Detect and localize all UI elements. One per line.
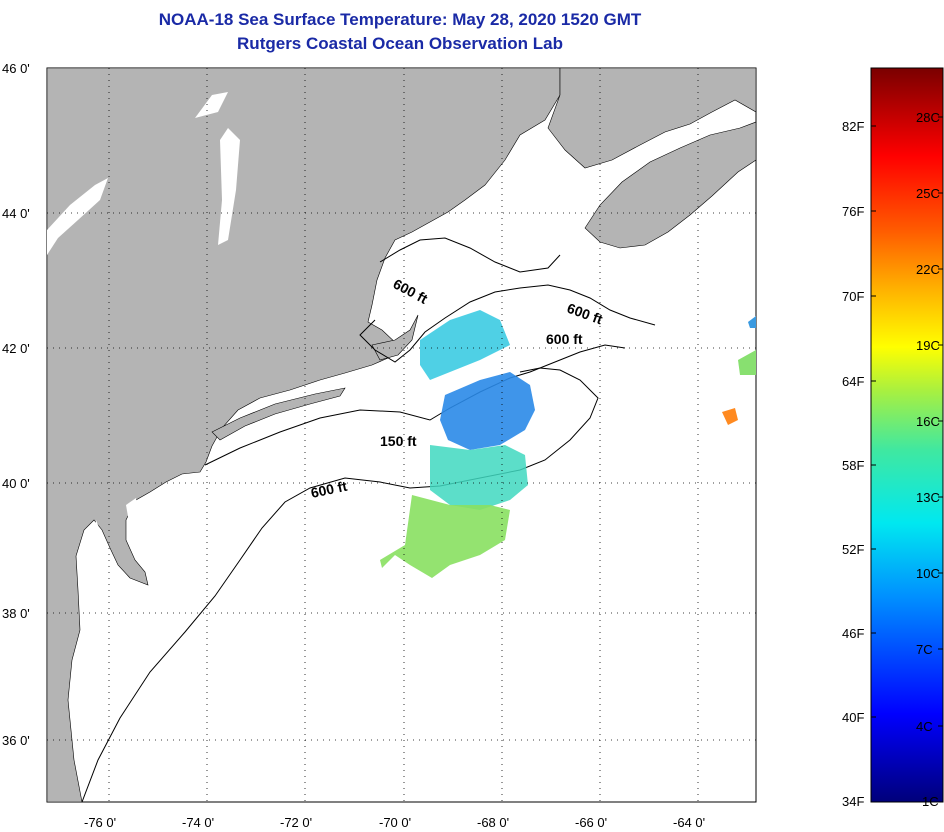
colorbar-f-34: 34F — [842, 794, 864, 809]
colorbar-f-58: 58F — [842, 458, 864, 473]
colorbar-c-28: 28C — [916, 110, 940, 125]
colorbar-ticks — [871, 116, 943, 727]
colorbar-f-82: 82F — [842, 119, 864, 134]
colorbar-f-46: 46F — [842, 626, 864, 641]
lon-label-68: -68 0' — [477, 815, 509, 830]
lat-label-38: 38 0' — [2, 606, 30, 621]
land-cape-cod — [371, 314, 419, 361]
lat-label-44: 44 0' — [2, 206, 30, 221]
grid-lines — [47, 68, 756, 802]
lon-label-72: -72 0' — [280, 815, 312, 830]
lon-label-66: -66 0' — [575, 815, 607, 830]
lake-small — [195, 92, 228, 118]
sst-patch-ne — [748, 316, 756, 328]
colorbar-f-40: 40F — [842, 710, 864, 725]
contour-600ft-inner — [379, 237, 561, 273]
lat-label-40: 40 0' — [2, 476, 30, 491]
lat-label-46: 46 0' — [2, 61, 30, 76]
land-long-island — [211, 387, 346, 441]
contour-600ft-gulf — [359, 284, 656, 363]
colorbar-f-64: 64F — [842, 374, 864, 389]
chesapeake-bay — [86, 520, 106, 700]
sst-patch-warm — [380, 495, 510, 578]
sst-patch-orange — [722, 408, 738, 425]
sst-patch-cool — [420, 310, 510, 380]
contour-600ft-shelf — [81, 367, 599, 802]
sst-patch-east — [738, 350, 756, 375]
colorbar-c-16: 16C — [916, 414, 940, 429]
colorbar-c-1: 1C — [922, 794, 939, 809]
sst-patch-mid — [430, 445, 528, 510]
lake-ontario — [47, 178, 108, 255]
lake-champlain — [218, 128, 240, 245]
colorbar-c-7: 7C — [916, 642, 933, 657]
sst-patch-cold — [440, 372, 535, 450]
colorbar-c-19: 19C — [916, 338, 940, 353]
contour-label-150: 150 ft — [380, 433, 417, 449]
colorbar-c-13: 13C — [916, 490, 940, 505]
colorbar-f-52: 52F — [842, 542, 864, 557]
colorbar-c-22: 22C — [916, 262, 940, 277]
colorbar-c-10: 10C — [916, 566, 940, 581]
colorbar-f-70: 70F — [842, 289, 864, 304]
contour-label-600-mid: 600 ft — [546, 331, 583, 347]
colorbar — [870, 67, 944, 803]
lon-label-64: -64 0' — [673, 815, 705, 830]
colorbar-c-4: 4C — [916, 719, 933, 734]
contour-label-600-sw: 600 ft — [309, 478, 348, 501]
map-title: NOAA-18 Sea Surface Temperature: May 28,… — [158, 10, 642, 29]
colorbar-c-25: 25C — [916, 186, 940, 201]
lon-label-74: -74 0' — [182, 815, 214, 830]
lon-label-76: -76 0' — [84, 815, 116, 830]
lat-label-36: 36 0' — [2, 733, 30, 748]
land-us-coast — [47, 68, 561, 802]
map-subtitle: Rutgers Coastal Ocean Observation Lab — [237, 34, 563, 53]
lat-label-42: 42 0' — [2, 341, 30, 356]
land-nova-scotia — [584, 121, 756, 249]
delaware-bay — [126, 498, 140, 540]
colorbar-f-76: 76F — [842, 204, 864, 219]
lon-label-70: -70 0' — [379, 815, 411, 830]
